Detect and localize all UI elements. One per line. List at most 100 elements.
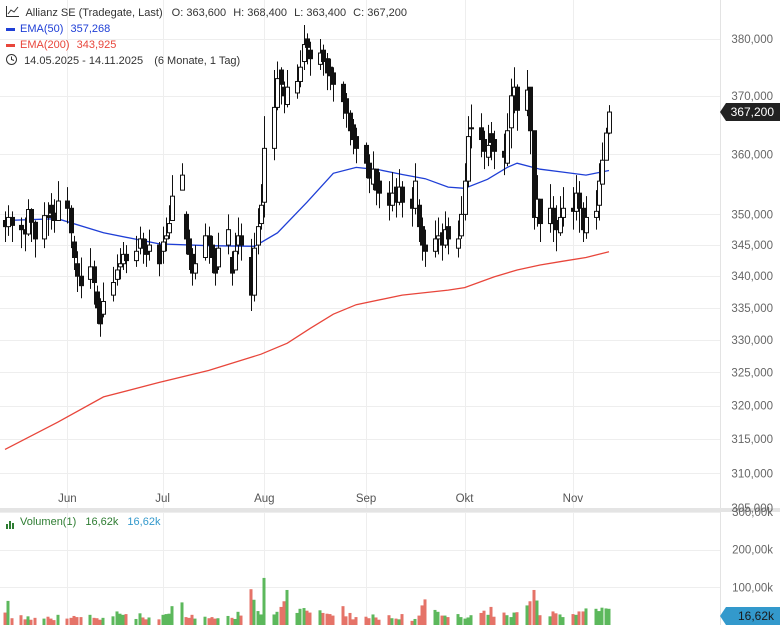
candle[interactable] (328, 66, 333, 77)
candle[interactable] (344, 98, 349, 114)
volume-bar[interactable] (184, 617, 188, 625)
candle[interactable] (528, 86, 533, 132)
volume-bar[interactable] (167, 613, 171, 625)
volume-bar[interactable] (443, 615, 447, 625)
volume-bar[interactable] (256, 611, 260, 625)
candle[interactable] (600, 159, 605, 185)
volume-bar[interactable] (141, 617, 145, 625)
volume-bar[interactable] (594, 608, 598, 625)
volume-bar[interactable] (489, 606, 493, 625)
volume-bar[interactable] (574, 614, 578, 625)
volume-bar[interactable] (275, 611, 279, 625)
volume-bar[interactable] (364, 616, 368, 625)
candle[interactable] (594, 210, 599, 218)
volume-bar[interactable] (190, 614, 194, 625)
candle[interactable] (331, 72, 336, 85)
volume-bar[interactable] (492, 616, 496, 625)
volume-bar[interactable] (551, 611, 555, 625)
volume-bar[interactable] (505, 615, 509, 625)
volume-bar[interactable] (463, 618, 467, 625)
volume-bar[interactable] (26, 616, 30, 625)
candle[interactable] (489, 133, 494, 143)
volume-bar[interactable] (548, 616, 552, 625)
candle[interactable] (56, 200, 61, 221)
candle[interactable] (558, 216, 563, 234)
volume-bar[interactable] (298, 608, 302, 625)
volume-bar[interactable] (6, 600, 10, 625)
volume-bar[interactable] (118, 613, 122, 625)
candle[interactable] (607, 111, 612, 134)
candle[interactable] (184, 213, 189, 240)
volume-bar[interactable] (482, 610, 486, 625)
volume-bar[interactable] (302, 608, 306, 625)
volume-bar[interactable] (279, 606, 283, 625)
volume-bar[interactable] (295, 612, 299, 625)
volume-bar[interactable] (325, 613, 329, 625)
candle[interactable] (95, 291, 100, 309)
candle[interactable] (42, 215, 47, 240)
candle[interactable] (492, 139, 497, 152)
volume-bar[interactable] (259, 614, 263, 625)
volume-bar[interactable] (164, 614, 168, 625)
candle[interactable] (170, 195, 175, 221)
volume-bar[interactable] (88, 614, 92, 625)
volume-bar[interactable] (554, 613, 558, 625)
candle[interactable] (577, 192, 582, 209)
volume-bar[interactable] (207, 618, 211, 625)
candle[interactable] (279, 69, 284, 85)
candle[interactable] (456, 238, 461, 249)
volume-bar[interactable] (305, 610, 309, 625)
volume-bar[interactable] (249, 589, 253, 625)
volume-bar[interactable] (446, 617, 450, 625)
volume-bar[interactable] (486, 614, 490, 625)
candle[interactable] (515, 86, 520, 111)
candle[interactable] (262, 147, 267, 203)
candle[interactable] (147, 244, 152, 252)
candle[interactable] (6, 216, 11, 228)
volume-bar[interactable] (577, 611, 581, 625)
candle[interactable] (124, 253, 129, 262)
candle[interactable] (463, 180, 468, 215)
volume-bar[interactable] (440, 615, 444, 625)
volume-bar[interactable] (282, 601, 286, 625)
volume-bar[interactable] (390, 618, 394, 625)
volume-bar[interactable] (65, 618, 69, 625)
candle[interactable] (134, 250, 139, 262)
volume-bar[interactable] (538, 615, 542, 625)
candle[interactable] (275, 78, 280, 108)
volume-bar[interactable] (436, 611, 440, 625)
candle[interactable] (164, 235, 169, 240)
volume-bar[interactable] (161, 614, 165, 625)
volume-bar[interactable] (10, 618, 14, 625)
candle[interactable] (65, 200, 70, 209)
volume-bar[interactable] (72, 615, 76, 625)
candle[interactable] (423, 244, 428, 252)
volume-bar[interactable] (469, 615, 473, 625)
candle[interactable] (167, 223, 172, 234)
candle[interactable] (187, 238, 192, 255)
candle[interactable] (161, 241, 166, 252)
volume-bar[interactable] (354, 617, 358, 625)
volume-bar[interactable] (331, 615, 335, 625)
volume-bar[interactable] (23, 619, 27, 625)
candle[interactable] (210, 244, 215, 258)
candle[interactable] (101, 300, 106, 315)
volume-bar[interactable] (111, 616, 115, 625)
candle[interactable] (305, 38, 310, 48)
volume-bar[interactable] (584, 608, 588, 625)
candle[interactable] (597, 180, 602, 206)
volume-bar[interactable] (203, 616, 207, 625)
volume-bar[interactable] (561, 617, 565, 625)
candle[interactable] (538, 198, 543, 225)
volume-bar[interactable] (371, 614, 375, 625)
candlestick-series[interactable] (3, 24, 612, 337)
candle[interactable] (69, 207, 74, 234)
volume-bar[interactable] (115, 611, 119, 625)
candle[interactable] (46, 215, 51, 218)
volume-bar[interactable] (341, 606, 345, 625)
candle[interactable] (295, 80, 300, 94)
volume-bar[interactable] (98, 619, 102, 625)
candle[interactable] (203, 235, 208, 258)
candle[interactable] (390, 192, 395, 206)
